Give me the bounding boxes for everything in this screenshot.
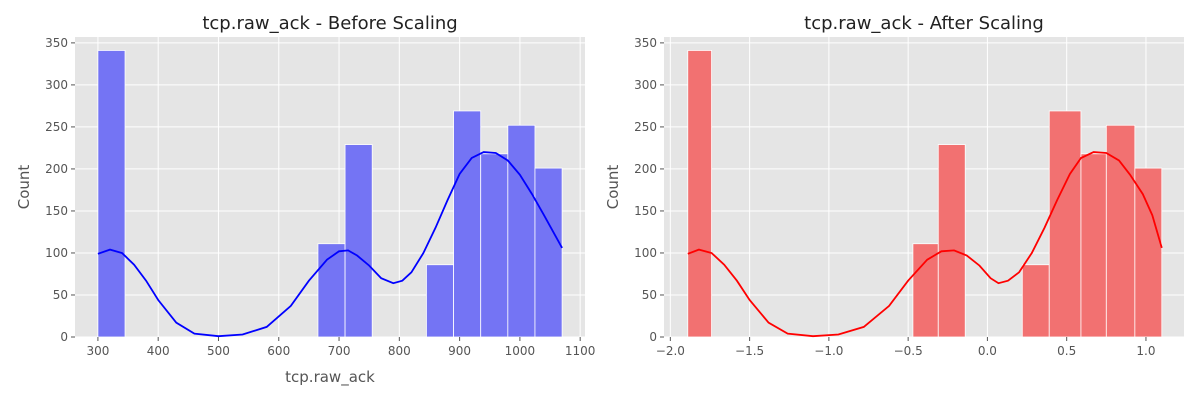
chart-title: tcp.raw_ack - Before Scaling — [202, 13, 457, 34]
histogram-bar — [97, 50, 126, 338]
histogram-bar — [344, 144, 373, 338]
y-tick-label: 200 — [45, 162, 68, 176]
histogram-bar — [937, 144, 966, 338]
chart-title: tcp.raw_ack - After Scaling — [804, 13, 1044, 34]
histogram-bar — [426, 264, 454, 338]
x-tick-label: 1000 — [505, 344, 536, 358]
x-tick-label: 0.0 — [978, 344, 997, 358]
histogram-bar — [912, 243, 939, 338]
histogram-bar — [507, 124, 536, 338]
x-tick-label: −0.5 — [894, 344, 923, 358]
x-tick-label: 700 — [328, 344, 351, 358]
x-tick-label: −1.0 — [814, 344, 843, 358]
y-tick-label: 250 — [45, 120, 68, 134]
histogram-bar — [1105, 124, 1136, 338]
histogram-bar — [534, 167, 563, 338]
kde-curve — [97, 151, 563, 338]
y-tick-label: 100 — [634, 246, 657, 260]
histogram-bar — [1048, 110, 1082, 338]
y-tick-label: 350 — [634, 36, 657, 50]
axis-ticks: 300 400 500 600 700 800 900 1000 1100 0 50 100 150 20… — [45, 36, 595, 358]
x-tick-label: 1.0 — [1136, 344, 1155, 358]
kde-curve — [687, 151, 1163, 338]
x-tick-label: −2.0 — [656, 344, 685, 358]
x-tick-label: 300 — [86, 344, 109, 358]
histogram-bars — [687, 50, 1163, 338]
y-tick-label: 50 — [53, 288, 68, 302]
x-tick-label: 0.5 — [1057, 344, 1076, 358]
histogram-bar — [453, 110, 482, 338]
histogram-bar — [1134, 167, 1163, 338]
x-axis-label: tcp.raw_ack — [285, 368, 375, 387]
y-tick-label: 0 — [60, 330, 68, 344]
x-tick-label: 900 — [448, 344, 471, 358]
y-axis-label: Count — [604, 165, 622, 210]
y-axis-label: Count — [15, 165, 33, 210]
histogram-bar — [1080, 153, 1107, 338]
histogram-bar — [687, 50, 712, 338]
y-tick-label: 100 — [45, 246, 68, 260]
y-tick-label: 50 — [642, 288, 657, 302]
y-tick-label: 300 — [45, 78, 68, 92]
histogram-bar — [317, 243, 346, 338]
y-tick-label: 150 — [45, 204, 68, 218]
chart-after-scaling: −2.0 −1.5 −1.0 −0.5 0.0 0.5 1.0 0 50 100 150 200 250… — [604, 13, 1184, 358]
x-tick-label: 500 — [207, 344, 230, 358]
y-tick-label: 0 — [649, 330, 657, 344]
chart-before-scaling: 300 400 500 600 700 800 900 1000 1100 0 50 100 150 20… — [15, 13, 595, 387]
x-tick-label: 400 — [147, 344, 170, 358]
y-tick-label: 300 — [634, 78, 657, 92]
y-tick-label: 250 — [634, 120, 657, 134]
axis-ticks: −2.0 −1.5 −1.0 −0.5 0.0 0.5 1.0 0 50 100 150 200 250… — [634, 36, 1155, 358]
y-tick-label: 350 — [45, 36, 68, 50]
histogram-bar — [1021, 264, 1050, 338]
y-tick-label: 150 — [634, 204, 657, 218]
x-tick-label: 600 — [267, 344, 290, 358]
x-tick-label: 800 — [388, 344, 411, 358]
x-tick-label: 1100 — [565, 344, 596, 358]
histogram-bars — [97, 50, 563, 338]
x-tick-label: −1.5 — [735, 344, 764, 358]
histogram-bar — [480, 153, 509, 338]
y-tick-label: 200 — [634, 162, 657, 176]
